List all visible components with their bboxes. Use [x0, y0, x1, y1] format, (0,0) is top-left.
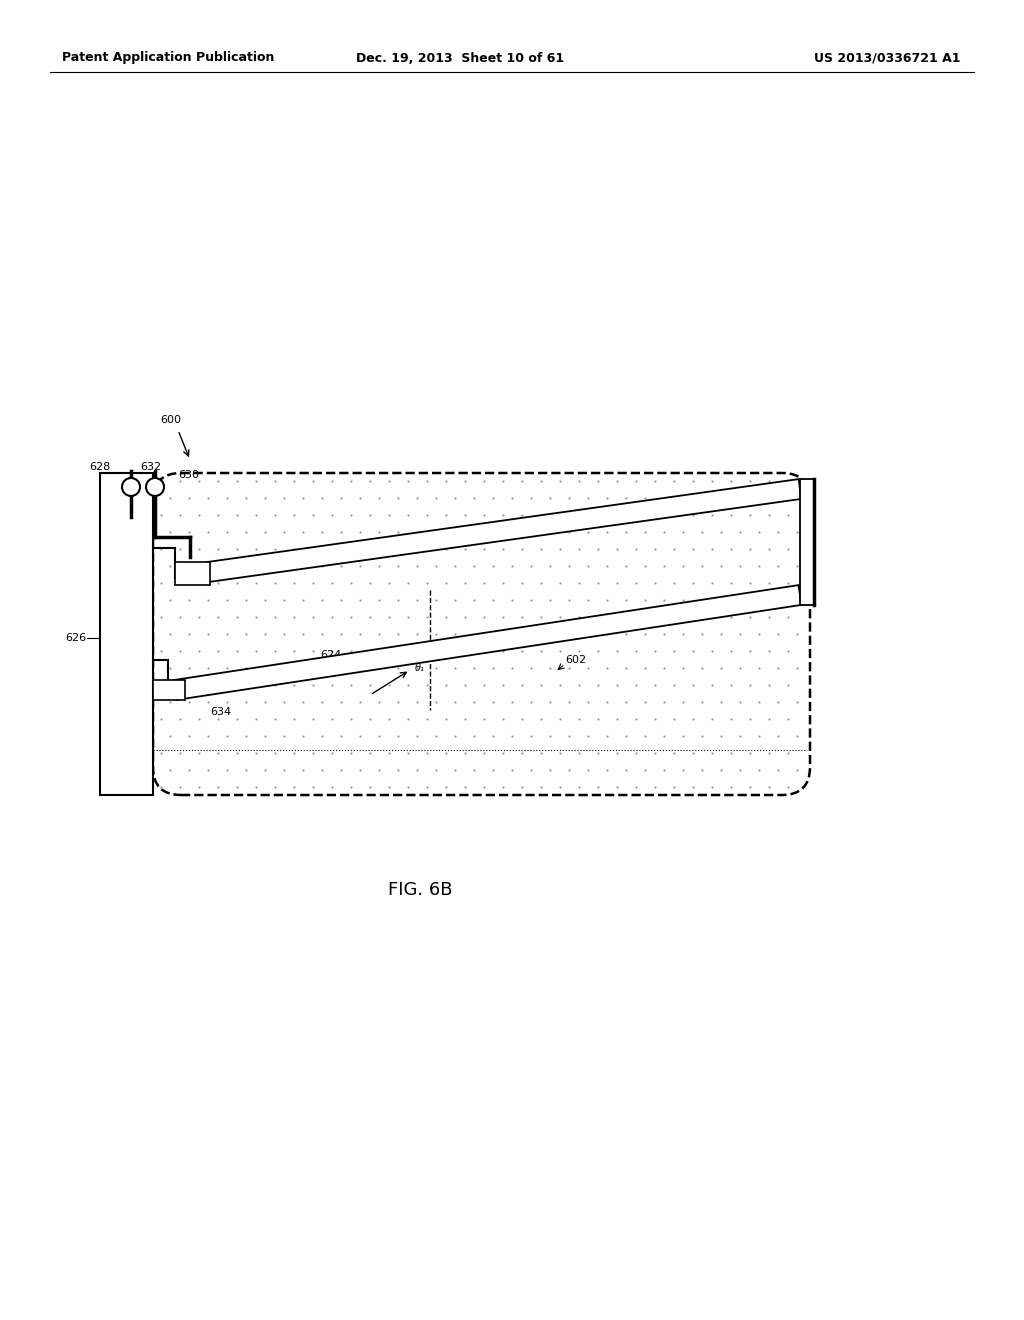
Text: 632: 632: [140, 462, 161, 473]
Text: 634: 634: [210, 708, 231, 717]
Bar: [175, 562, 210, 585]
Text: FIG. 6B: FIG. 6B: [388, 880, 453, 899]
Text: 602: 602: [565, 655, 586, 665]
Bar: [800, 479, 814, 605]
Polygon shape: [173, 585, 802, 700]
Text: US 2013/0336721 A1: US 2013/0336721 A1: [813, 51, 961, 65]
Text: 628: 628: [89, 462, 110, 473]
Text: 636: 636: [220, 564, 241, 573]
Text: 600: 600: [160, 414, 181, 425]
Circle shape: [146, 478, 164, 496]
Bar: [100, 473, 153, 795]
Polygon shape: [207, 479, 802, 582]
Text: θ₁: θ₁: [415, 663, 425, 673]
Text: 630: 630: [178, 470, 199, 480]
Text: 622: 622: [106, 752, 127, 763]
Text: 624: 624: [319, 649, 341, 660]
Text: Patent Application Publication: Patent Application Publication: [62, 51, 274, 65]
Text: Dec. 19, 2013  Sheet 10 of 61: Dec. 19, 2013 Sheet 10 of 61: [356, 51, 564, 65]
Circle shape: [122, 478, 140, 496]
Bar: [153, 680, 185, 700]
Text: 626: 626: [65, 634, 86, 643]
